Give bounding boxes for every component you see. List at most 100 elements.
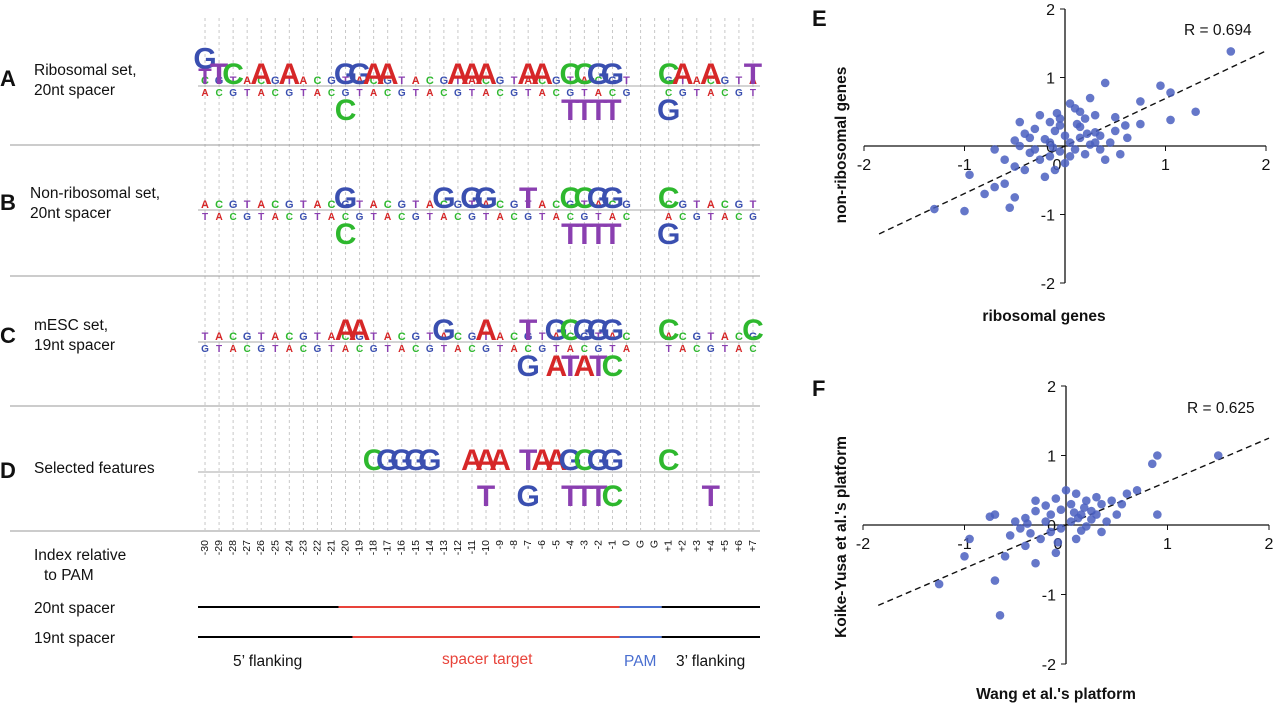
logo-letter: A xyxy=(250,58,272,91)
logo-letter: A xyxy=(440,331,448,343)
index-tick-label: -16 xyxy=(396,540,408,555)
correlation-annotation: R = 0.694 xyxy=(1184,22,1252,39)
logo-letter: G xyxy=(215,75,224,87)
logo-letter: A xyxy=(384,331,392,343)
logo-letter: G xyxy=(474,182,497,215)
index-header: Index relative to PAM xyxy=(34,546,126,586)
logo-letter: A xyxy=(299,75,307,87)
data-point xyxy=(1050,165,1060,175)
logo-letter: G xyxy=(412,212,420,223)
x-tick-label: 1 xyxy=(1163,536,1172,553)
logo-letter: T xyxy=(198,64,212,89)
logo-letter: C xyxy=(525,344,532,355)
index-tick-label: -15 xyxy=(410,540,422,555)
logo-letter: G xyxy=(657,218,680,251)
logo-letter: T xyxy=(561,350,579,383)
logo-letter: G xyxy=(510,199,519,211)
logo-letter: T xyxy=(483,331,490,343)
logo-letter: A xyxy=(377,58,399,91)
panel-letter-e: E xyxy=(812,6,827,31)
index-tick-label: +6 xyxy=(733,540,745,552)
logo-letter: C xyxy=(567,212,574,223)
logo-letter: G xyxy=(580,331,589,343)
data-point xyxy=(1066,517,1076,526)
data-point xyxy=(1085,93,1095,103)
logo-letter: T xyxy=(202,331,209,343)
logo-letter: T xyxy=(595,331,602,343)
logo-letter: A xyxy=(349,314,371,347)
logo-letter: G xyxy=(341,199,350,211)
data-point xyxy=(1060,158,1070,168)
data-point xyxy=(1112,510,1122,519)
index-tick-label: -22 xyxy=(311,540,323,555)
logo-letter: T xyxy=(398,75,405,87)
logo-letter: C xyxy=(608,199,616,211)
logo-letter: A xyxy=(278,58,300,91)
data-point xyxy=(1016,524,1025,533)
logo-letter: C xyxy=(335,94,357,127)
logo-letter: A xyxy=(461,58,483,91)
logo-letter: T xyxy=(722,344,728,355)
logo-letter: G xyxy=(243,212,251,223)
logo-letter: A xyxy=(440,212,447,223)
logo-letter: G xyxy=(229,88,237,99)
logo-letter: C xyxy=(230,212,237,223)
panel-b-label-line2: 20nt spacer xyxy=(30,205,111,222)
logo-letter: T xyxy=(666,344,672,355)
logo-letter: C xyxy=(229,331,237,343)
logo-letter: G xyxy=(285,88,293,99)
logo-letter: A xyxy=(749,75,757,87)
logo-letter: A xyxy=(475,444,497,477)
data-point xyxy=(1102,517,1111,526)
logo-letter: G xyxy=(595,344,603,355)
logo-letter: T xyxy=(469,199,476,211)
logo-letter: T xyxy=(258,212,264,223)
logo-letter: T xyxy=(525,88,531,99)
data-point xyxy=(1005,203,1015,212)
logo-letter: A xyxy=(538,199,546,211)
index-tick-label: -5 xyxy=(550,540,562,549)
logo-letter: T xyxy=(244,199,251,211)
panel-c-label: mESC set, 19nt spacer xyxy=(34,316,115,356)
data-point xyxy=(1056,524,1066,533)
logo-letter: T xyxy=(357,88,363,99)
logo-letter: G xyxy=(334,182,357,215)
index-tick-label: -21 xyxy=(325,540,337,555)
panel-b-label-line1: Non-ribosomal set, xyxy=(30,185,161,202)
logo-letter: T xyxy=(693,199,700,211)
logo-letter: T xyxy=(750,88,756,99)
logo-letter: G xyxy=(243,331,252,343)
data-point xyxy=(990,576,1000,585)
logo-letter: G xyxy=(587,58,610,91)
x-tick-label: 1 xyxy=(1161,157,1170,174)
logo-letter: G xyxy=(524,212,532,223)
logo-letter: A xyxy=(342,344,349,355)
logo-letter: C xyxy=(272,88,279,99)
logo-letter: T xyxy=(286,75,293,87)
logo-letter: C xyxy=(609,88,616,99)
logo-letter: C xyxy=(454,212,461,223)
data-point xyxy=(1147,459,1157,469)
x-tick-label: 0 xyxy=(1053,157,1062,174)
logo-letter: G xyxy=(454,199,463,211)
data-point xyxy=(965,534,974,544)
logo-letter: A xyxy=(489,444,511,477)
logo-letter: T xyxy=(477,480,495,513)
index-tick-label: +2 xyxy=(677,540,689,552)
panel-letter-d: D xyxy=(0,458,16,483)
logo-letter: G xyxy=(460,182,483,215)
logo-letter: A xyxy=(475,58,497,91)
data-point xyxy=(1079,503,1089,512)
logo-letter: G xyxy=(496,75,505,87)
logo-letter: T xyxy=(694,88,700,99)
data-point xyxy=(1021,541,1030,551)
logo-letter: G xyxy=(735,199,744,211)
logo-letter: A xyxy=(272,212,279,223)
logo-letter: T xyxy=(581,199,588,211)
data-point xyxy=(1069,508,1079,517)
logo-letter: C xyxy=(552,199,560,211)
logo-letter: A xyxy=(286,344,293,355)
logo-letter: T xyxy=(702,480,720,513)
logo-letter: A xyxy=(370,199,378,211)
data-point xyxy=(1166,115,1175,125)
